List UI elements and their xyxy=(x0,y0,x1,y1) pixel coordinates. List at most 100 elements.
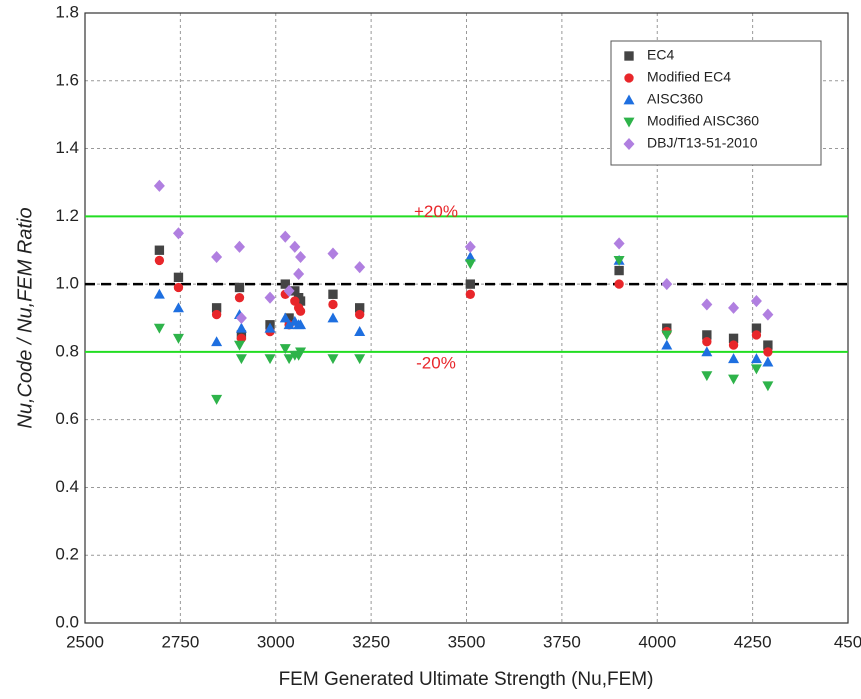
point xyxy=(290,296,300,306)
point xyxy=(464,259,476,270)
point xyxy=(264,322,276,333)
legend-label: Modified AISC360 xyxy=(647,113,759,129)
point xyxy=(354,326,366,336)
reference-label: +20% xyxy=(414,202,458,221)
point xyxy=(762,381,774,392)
point xyxy=(751,323,762,333)
point xyxy=(235,322,247,333)
y-tick-label: 0.4 xyxy=(55,477,79,496)
x-tick-label: 3250 xyxy=(352,632,390,651)
point xyxy=(464,251,476,262)
point xyxy=(235,311,247,325)
point xyxy=(614,279,624,289)
point xyxy=(701,346,713,357)
point xyxy=(355,309,365,320)
legend-label: DBJ/T13-51-2010 xyxy=(647,135,758,151)
point xyxy=(295,319,307,330)
point xyxy=(701,298,713,311)
point xyxy=(701,371,713,382)
point xyxy=(751,330,762,340)
point xyxy=(728,340,739,350)
legend-label: EC4 xyxy=(647,47,674,63)
point xyxy=(762,356,774,367)
plot-frame xyxy=(84,12,849,624)
x-tick-label: 450 xyxy=(834,632,861,651)
point xyxy=(763,340,773,350)
point xyxy=(465,289,475,299)
point xyxy=(211,309,222,320)
point xyxy=(295,347,307,358)
point xyxy=(154,255,165,266)
point xyxy=(295,296,306,306)
point xyxy=(234,240,246,253)
point xyxy=(234,282,245,293)
point xyxy=(211,250,223,264)
x-tick-label: 4250 xyxy=(734,632,772,651)
point xyxy=(172,227,184,240)
legend-label: Modified EC4 xyxy=(647,69,731,85)
x-tick-label: 2750 xyxy=(161,632,199,651)
x-tick-label: 3500 xyxy=(448,632,486,651)
point xyxy=(327,247,339,260)
y-axis-label: Nu,Code / Nu,FEM Ratio xyxy=(14,207,36,428)
point xyxy=(750,295,762,308)
point xyxy=(295,306,306,316)
point xyxy=(763,347,773,357)
y-tick-label: 1.8 xyxy=(55,2,79,21)
legend-marker xyxy=(623,117,635,128)
point xyxy=(280,279,290,289)
point xyxy=(211,303,222,313)
legend-marker xyxy=(623,137,635,151)
point xyxy=(465,279,475,289)
x-tick-label: 4000 xyxy=(638,632,676,651)
point xyxy=(613,237,625,250)
point xyxy=(283,284,295,297)
legend-marker xyxy=(623,94,635,105)
point xyxy=(293,267,305,280)
y-tick-label: 0.8 xyxy=(55,341,79,360)
legend-marker xyxy=(624,51,634,61)
point xyxy=(154,245,165,255)
legend-box xyxy=(610,40,822,166)
point xyxy=(661,339,673,350)
point xyxy=(327,312,339,323)
x-tick-label: 3000 xyxy=(257,632,295,651)
point xyxy=(283,319,295,330)
point xyxy=(279,344,291,354)
point xyxy=(355,303,365,313)
point xyxy=(211,394,223,405)
point xyxy=(236,333,247,344)
y-tick-label: 1.4 xyxy=(55,138,79,157)
point xyxy=(279,312,291,323)
x-tick-label: 2500 xyxy=(66,632,104,651)
point xyxy=(750,353,762,364)
point xyxy=(290,286,300,296)
point xyxy=(153,323,165,334)
point xyxy=(264,291,276,304)
point xyxy=(279,230,291,243)
point xyxy=(295,250,307,264)
point xyxy=(234,292,245,303)
point xyxy=(289,240,301,253)
point xyxy=(762,308,774,321)
point xyxy=(728,374,740,385)
point xyxy=(661,330,673,341)
point xyxy=(235,354,247,365)
point xyxy=(702,337,712,347)
point xyxy=(728,333,739,344)
point xyxy=(613,255,625,266)
point xyxy=(464,240,476,253)
point xyxy=(702,330,712,340)
point xyxy=(173,272,184,283)
point xyxy=(614,265,624,276)
y-tick-label: 1.0 xyxy=(55,274,79,293)
point xyxy=(728,301,740,314)
y-tick-label: 0.6 xyxy=(55,409,79,428)
y-tick-label: 1.6 xyxy=(55,70,79,89)
point xyxy=(153,288,165,299)
x-tick-label: 3750 xyxy=(543,632,581,651)
legend-marker xyxy=(624,73,634,83)
y-tick-label: 1.2 xyxy=(55,206,79,225)
point xyxy=(172,302,184,313)
point xyxy=(264,354,276,365)
